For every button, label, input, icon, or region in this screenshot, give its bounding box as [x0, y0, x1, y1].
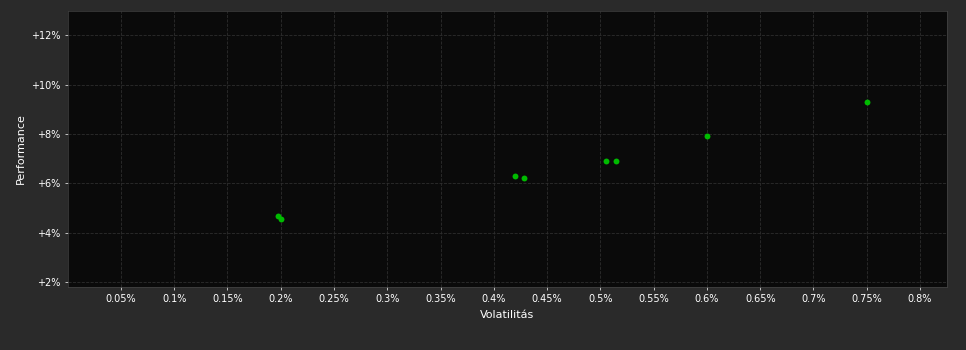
Point [273, 216, 289, 222]
Y-axis label: Performance: Performance [15, 113, 26, 184]
Point [507, 173, 523, 179]
Point [859, 99, 874, 105]
Point [516, 176, 531, 181]
Point [270, 213, 285, 219]
Point [598, 158, 613, 164]
Point [699, 134, 715, 139]
X-axis label: Volatilitás: Volatilitás [480, 309, 534, 320]
Point [609, 158, 624, 164]
